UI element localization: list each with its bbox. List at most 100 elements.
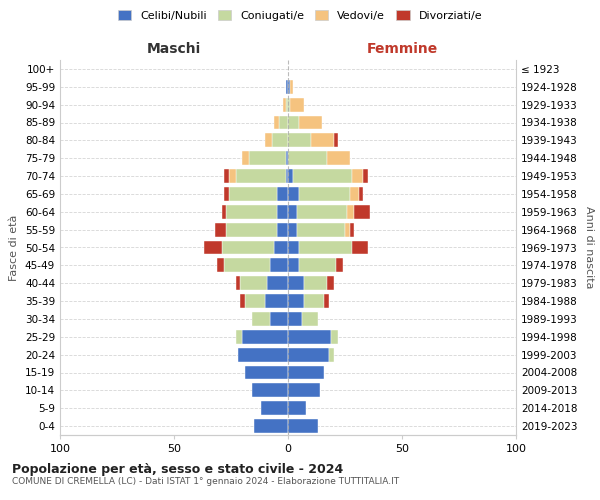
Bar bbox=[224, 169, 229, 183]
Bar bbox=[226, 222, 277, 236]
Bar bbox=[311, 134, 334, 147]
Bar bbox=[288, 98, 290, 112]
Bar bbox=[288, 205, 297, 219]
Bar bbox=[268, 276, 288, 290]
Bar bbox=[279, 116, 288, 130]
Bar bbox=[240, 294, 245, 308]
Bar bbox=[274, 116, 279, 130]
Bar bbox=[286, 169, 288, 183]
Bar bbox=[286, 151, 288, 165]
Text: Femmine: Femmine bbox=[367, 42, 437, 56]
Bar bbox=[288, 169, 293, 183]
Bar bbox=[222, 205, 226, 219]
Bar bbox=[329, 348, 334, 362]
Bar bbox=[363, 169, 368, 183]
Bar bbox=[226, 205, 277, 219]
Bar bbox=[336, 258, 343, 272]
Bar bbox=[236, 276, 240, 290]
Bar bbox=[288, 187, 299, 201]
Y-axis label: Fasce di età: Fasce di età bbox=[10, 214, 19, 280]
Bar bbox=[288, 401, 306, 415]
Bar bbox=[288, 366, 325, 380]
Bar bbox=[299, 116, 322, 130]
Legend: Celibi/Nubili, Coniugati/e, Vedovi/e, Divorziati/e: Celibi/Nubili, Coniugati/e, Vedovi/e, Di… bbox=[113, 6, 487, 25]
Bar bbox=[359, 187, 363, 201]
Bar bbox=[245, 294, 265, 308]
Bar bbox=[270, 258, 288, 272]
Bar bbox=[215, 222, 226, 236]
Bar bbox=[299, 187, 350, 201]
Bar bbox=[304, 276, 327, 290]
Bar bbox=[354, 205, 370, 219]
Bar bbox=[277, 222, 288, 236]
Bar bbox=[236, 169, 286, 183]
Text: Popolazione per età, sesso e stato civile - 2024: Popolazione per età, sesso e stato civil… bbox=[12, 462, 343, 475]
Bar bbox=[272, 134, 288, 147]
Bar bbox=[224, 258, 270, 272]
Bar bbox=[238, 348, 288, 362]
Bar bbox=[229, 187, 277, 201]
Bar bbox=[297, 222, 345, 236]
Bar bbox=[277, 187, 288, 201]
Bar bbox=[274, 240, 288, 254]
Bar bbox=[251, 384, 288, 398]
Bar bbox=[304, 294, 325, 308]
Bar bbox=[260, 401, 288, 415]
Bar bbox=[222, 240, 274, 254]
Bar bbox=[277, 205, 288, 219]
Bar bbox=[236, 330, 242, 344]
Bar bbox=[229, 169, 236, 183]
Bar bbox=[288, 80, 290, 94]
Bar bbox=[265, 294, 288, 308]
Bar bbox=[270, 312, 288, 326]
Bar bbox=[288, 151, 327, 165]
Bar bbox=[245, 366, 288, 380]
Bar bbox=[242, 151, 249, 165]
Bar bbox=[297, 205, 347, 219]
Bar bbox=[288, 330, 331, 344]
Bar bbox=[288, 116, 299, 130]
Bar bbox=[299, 258, 336, 272]
Bar bbox=[350, 222, 354, 236]
Bar bbox=[290, 98, 304, 112]
Bar bbox=[293, 169, 352, 183]
Text: Maschi: Maschi bbox=[147, 42, 201, 56]
Bar bbox=[352, 169, 363, 183]
Bar bbox=[283, 98, 286, 112]
Bar bbox=[288, 312, 302, 326]
Bar bbox=[203, 240, 222, 254]
Bar bbox=[288, 276, 304, 290]
Bar bbox=[290, 80, 293, 94]
Bar bbox=[288, 134, 311, 147]
Bar bbox=[352, 240, 368, 254]
Y-axis label: Anni di nascita: Anni di nascita bbox=[584, 206, 594, 289]
Bar bbox=[254, 419, 288, 433]
Bar bbox=[217, 258, 224, 272]
Bar bbox=[350, 187, 359, 201]
Text: COMUNE DI CREMELLA (LC) - Dati ISTAT 1° gennaio 2024 - Elaborazione TUTTITALIA.I: COMUNE DI CREMELLA (LC) - Dati ISTAT 1° … bbox=[12, 478, 399, 486]
Bar bbox=[345, 222, 350, 236]
Bar bbox=[240, 276, 268, 290]
Bar bbox=[325, 294, 329, 308]
Bar bbox=[347, 205, 354, 219]
Bar bbox=[288, 258, 299, 272]
Bar bbox=[288, 384, 320, 398]
Bar bbox=[265, 134, 272, 147]
Bar bbox=[286, 80, 288, 94]
Bar bbox=[331, 330, 338, 344]
Bar bbox=[288, 294, 304, 308]
Bar bbox=[299, 240, 352, 254]
Bar bbox=[327, 151, 350, 165]
Bar bbox=[242, 330, 288, 344]
Bar bbox=[288, 222, 297, 236]
Bar bbox=[288, 240, 299, 254]
Bar bbox=[224, 187, 229, 201]
Bar bbox=[249, 151, 286, 165]
Bar bbox=[327, 276, 334, 290]
Bar bbox=[302, 312, 317, 326]
Bar bbox=[334, 134, 338, 147]
Bar bbox=[286, 98, 288, 112]
Bar bbox=[288, 419, 317, 433]
Bar bbox=[288, 348, 329, 362]
Bar bbox=[251, 312, 270, 326]
